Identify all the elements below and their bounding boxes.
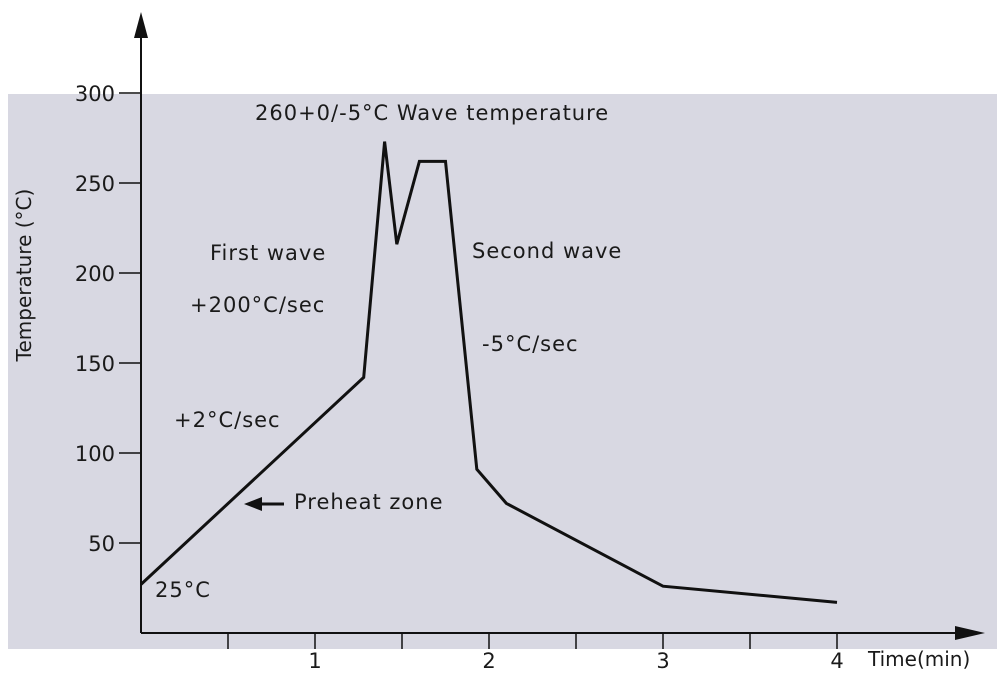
temperature-profile-line (139, 141, 838, 604)
annotation-wave-temperature: 260+0/-5°C Wave temperature (255, 101, 609, 125)
y-tick-label: 300 (75, 82, 115, 106)
annotation-second-wave: Second wave (472, 239, 622, 263)
x-tick-label: 1 (308, 649, 321, 673)
y-axis-label: Temperature (°C) (12, 189, 36, 363)
annotations: 260+0/-5°C Wave temperature First wave +… (155, 101, 622, 602)
y-axis-arrow (134, 12, 148, 38)
y-tick-label: 100 (75, 442, 115, 466)
x-tick-label: 2 (482, 649, 495, 673)
y-tick-label: 150 (75, 352, 115, 376)
x-axis-arrow (955, 626, 985, 640)
x-tick-label: 3 (656, 649, 669, 673)
annotation-start-temp: 25°C (155, 578, 211, 602)
annotation-preheat-zone: Preheat zone (294, 490, 444, 514)
axes (134, 12, 985, 640)
preheat-arrow-icon (244, 497, 284, 511)
annotation-first-wave: First wave (210, 241, 326, 265)
y-tick-label: 250 (75, 172, 115, 196)
x-axis-label: Time(min) (867, 647, 970, 671)
y-ticks: 50 100 150 200 250 300 (75, 82, 141, 556)
x-ticks: 1 2 3 4 (227, 633, 844, 673)
plot-background-left-strip (8, 112, 148, 132)
y-tick-label: 200 (75, 262, 115, 286)
plot-background (8, 94, 997, 649)
annotation-cooling-rate: -5°C/sec (482, 332, 579, 356)
y-tick-label: 50 (88, 532, 115, 556)
annotation-first-wave-rate: +200°C/sec (190, 293, 325, 317)
series-group (139, 141, 838, 604)
x-tick-label: 4 (830, 649, 843, 673)
annotation-preheat-rate: +2°C/sec (174, 408, 281, 432)
